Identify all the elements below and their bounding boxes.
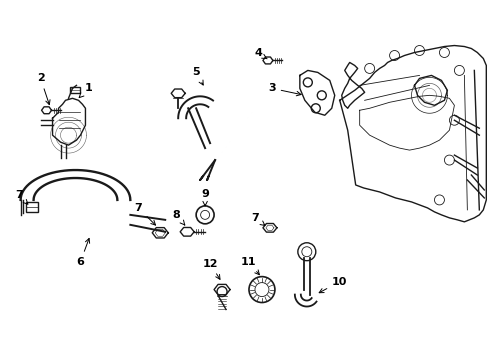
Text: 11: 11: [240, 257, 259, 275]
Bar: [25, 202, 38, 212]
Text: 7: 7: [15, 190, 28, 204]
Text: 7: 7: [134, 203, 155, 225]
Bar: [70, 87, 81, 93]
Text: 8: 8: [172, 210, 184, 225]
Text: 2: 2: [37, 73, 50, 105]
Text: 12: 12: [202, 259, 220, 279]
Text: 10: 10: [319, 276, 346, 293]
Text: 7: 7: [250, 213, 264, 225]
Text: 9: 9: [201, 189, 209, 206]
Text: 6: 6: [77, 238, 89, 267]
Text: 5: 5: [192, 67, 203, 85]
Text: 3: 3: [267, 84, 301, 96]
Text: 1: 1: [79, 84, 92, 98]
Text: 4: 4: [253, 49, 266, 59]
